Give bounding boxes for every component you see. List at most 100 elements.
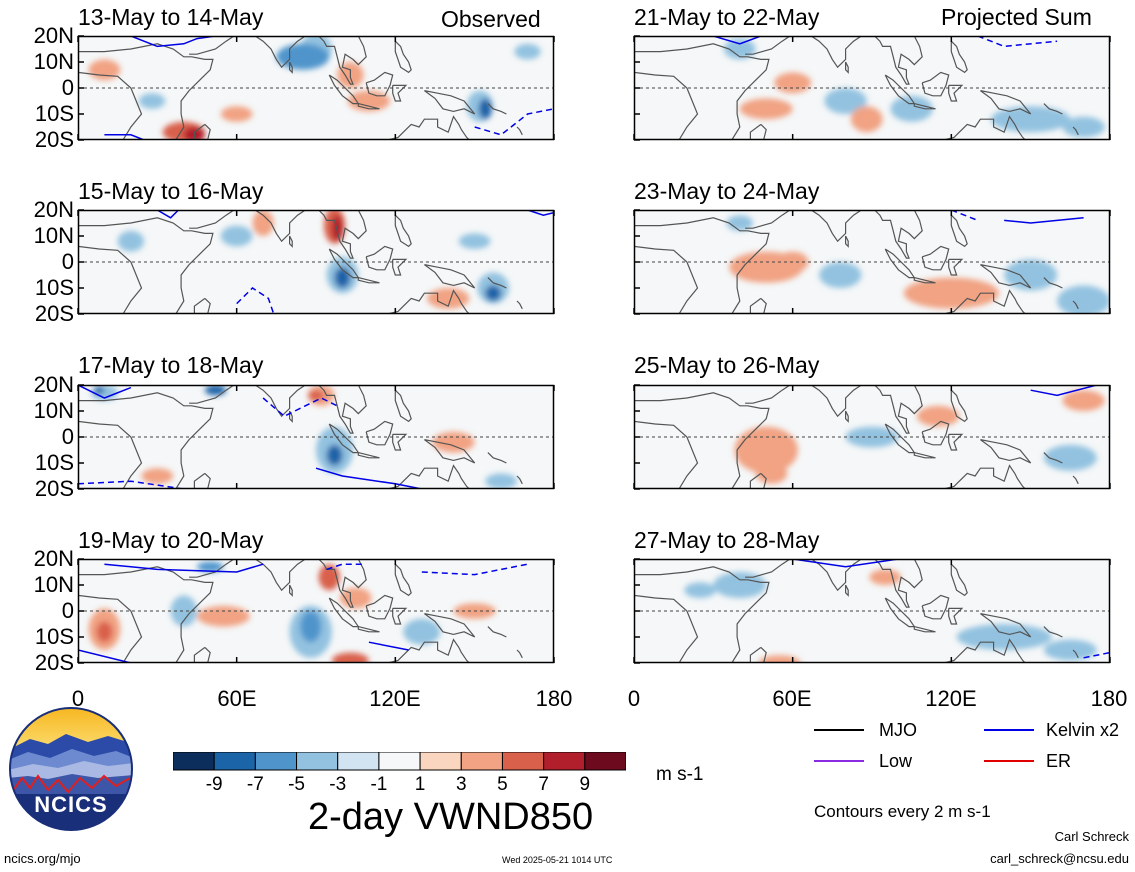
coastline — [424, 613, 476, 638]
anomaly-cell — [485, 473, 517, 489]
coastline — [948, 258, 964, 276]
anomaly-cell — [1062, 116, 1105, 138]
anomaly-cell — [252, 210, 274, 236]
anomaly-cell — [1062, 390, 1105, 411]
colorbar-swatch — [501, 752, 545, 771]
anomaly-cell — [890, 95, 933, 122]
legend-label-mjo: MJO — [879, 720, 917, 740]
lon-label: 120E — [925, 686, 977, 711]
anomaly-cell — [850, 106, 883, 133]
coastline — [357, 626, 380, 633]
footer-author: Carl Schreck — [1054, 829, 1129, 844]
coastline — [487, 103, 507, 115]
colorbar — [173, 752, 626, 771]
coastline — [78, 217, 214, 314]
anomaly-cell — [845, 426, 899, 448]
coastline — [394, 563, 412, 597]
coastline — [392, 607, 408, 625]
coastline — [394, 40, 412, 74]
map-panel-1 — [77, 35, 555, 141]
colorbar-units: m s-1 — [656, 764, 704, 785]
kelvin-contour — [368, 641, 409, 651]
footer-url: ncics.org/mjo — [4, 851, 81, 866]
coastline — [516, 300, 523, 310]
legend-label-kelvin: Kelvin x2 — [1046, 720, 1120, 740]
coastline — [845, 584, 849, 597]
footer-email: carl_schreck@ncsu.edu — [990, 851, 1129, 866]
coastline — [357, 452, 380, 459]
coastline — [950, 214, 968, 248]
anomaly-cell — [96, 621, 113, 643]
coastline — [634, 71, 699, 140]
kelvin-contour — [236, 287, 275, 314]
colorbar-tick-label: -5 — [288, 774, 305, 795]
coastline — [884, 597, 916, 628]
coastline — [318, 385, 367, 434]
lat-label: 20S — [34, 127, 74, 152]
coastline — [78, 245, 143, 314]
legend-line-er — [984, 760, 1034, 762]
coastline — [980, 90, 1032, 115]
anomaly-cell — [734, 426, 798, 474]
coastline — [935, 289, 1026, 314]
coastline — [810, 559, 862, 592]
colorbar-tick-label: -7 — [246, 774, 264, 795]
colorbar-tick-label: 9 — [579, 774, 591, 795]
coastline — [634, 566, 770, 663]
coastline — [874, 36, 923, 85]
anomaly-cell — [331, 215, 343, 242]
lon-label: 0 — [627, 686, 641, 711]
footer-timestamp: Wed 2025-05-21 1014 UTC — [502, 855, 613, 865]
lat-label: 0 — [61, 75, 74, 100]
kelvin-contour — [1083, 651, 1110, 659]
anomaly-cell — [308, 390, 324, 401]
kelvin-contour — [977, 36, 1058, 48]
lat-label: 20N — [33, 546, 74, 571]
lat-label: 0 — [61, 249, 74, 274]
colorbar-swatch — [254, 752, 298, 771]
coastline — [487, 626, 507, 638]
coastline — [634, 594, 699, 663]
coastline — [913, 452, 936, 459]
coastline — [379, 115, 470, 140]
coastline — [254, 385, 306, 418]
coastline — [913, 103, 936, 110]
coastline — [487, 277, 507, 289]
coastline — [935, 638, 1026, 663]
lat-label: 20S — [34, 301, 74, 326]
anomaly-cell — [220, 225, 253, 247]
anomaly-cell — [726, 215, 753, 231]
kelvin-contour — [315, 467, 422, 489]
coastline — [365, 594, 394, 620]
coastline — [318, 559, 367, 608]
colorbar-swatch — [419, 752, 462, 771]
anomaly-cell — [869, 569, 902, 585]
kelvin-contour — [951, 210, 979, 222]
coastline — [365, 71, 394, 97]
kelvin-contour — [156, 210, 180, 219]
coastline — [318, 210, 367, 259]
panel-title-7: 25-May to 26-May — [634, 352, 820, 378]
coastline — [745, 36, 791, 55]
anomaly-cell — [331, 652, 369, 663]
coastline — [379, 289, 470, 314]
lat-label: 0 — [61, 598, 74, 623]
map-panel-8 — [633, 558, 1111, 664]
coastline — [392, 258, 408, 276]
coastline — [189, 36, 235, 55]
lat-label: 20S — [34, 476, 74, 501]
coastline — [254, 559, 306, 592]
coastline — [394, 214, 412, 248]
lat-label: 10N — [33, 49, 74, 74]
coastline — [845, 235, 849, 248]
coastline — [980, 264, 1032, 289]
colorbar-tick-label: -9 — [205, 774, 223, 795]
coastline — [634, 392, 770, 489]
coastline — [913, 277, 936, 284]
lat-label: 10N — [33, 398, 74, 423]
coastline — [193, 472, 211, 489]
coastline — [935, 115, 1026, 140]
anomaly-cell — [485, 285, 502, 301]
kelvin-contour — [78, 385, 132, 399]
anomaly-cell — [819, 262, 862, 288]
